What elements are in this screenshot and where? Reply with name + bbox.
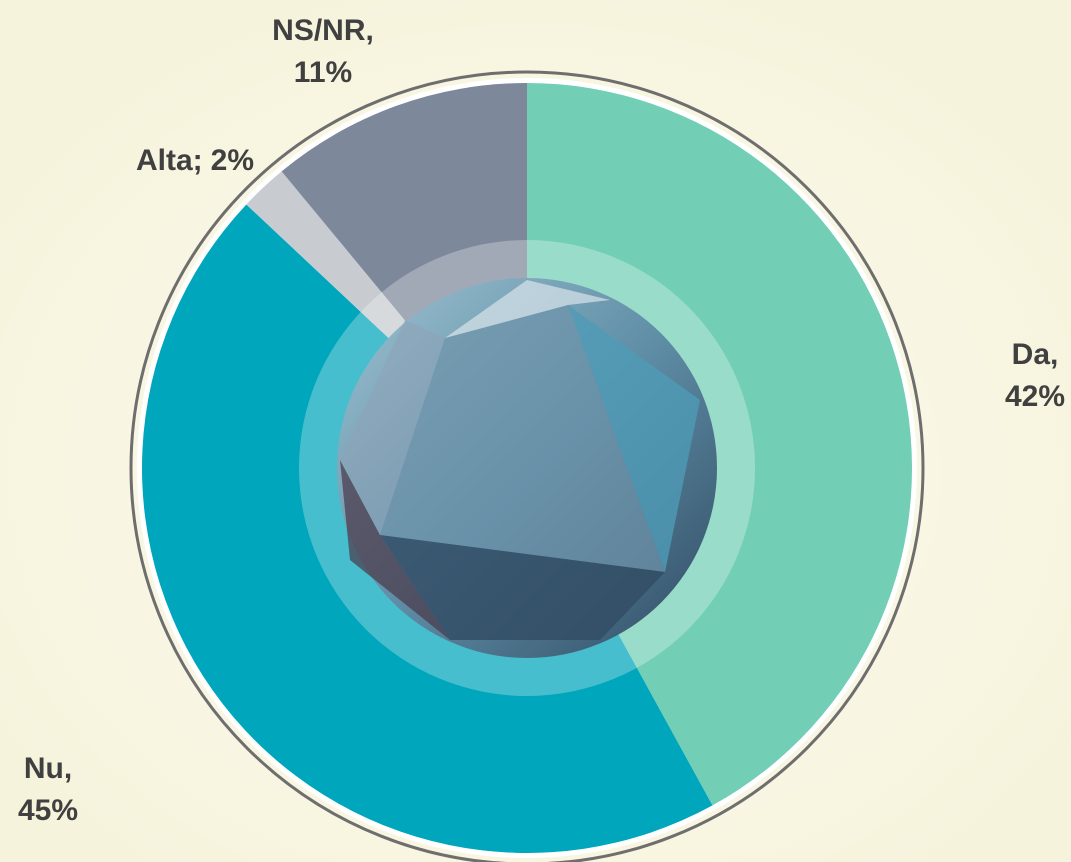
facet	[568, 305, 700, 572]
data-label: Nu, 45%	[18, 752, 78, 827]
label-category: Da,	[1012, 338, 1059, 371]
labels: Da, 42% Nu, 45% Alta; 2% NS/NR, 11%	[18, 14, 1065, 827]
facet	[380, 535, 665, 640]
label-value: 2%	[211, 144, 254, 177]
data-label: Alta; 2%	[136, 144, 254, 177]
label-category: Alta;	[136, 144, 203, 177]
facet	[380, 305, 665, 572]
label-value: 42%	[1005, 380, 1065, 413]
label-category: NS/NR,	[272, 14, 374, 47]
center-decoration	[299, 240, 755, 696]
facet	[445, 280, 610, 338]
data-label: NS/NR, 11%	[272, 14, 374, 89]
facet	[340, 320, 445, 535]
label-category: Nu,	[24, 752, 72, 785]
label-value: 11%	[294, 56, 352, 89]
data-label: Da, 42%	[1005, 338, 1065, 413]
outer-ring	[129, 70, 925, 862]
facet	[340, 460, 450, 640]
label-value: 45%	[18, 794, 78, 827]
